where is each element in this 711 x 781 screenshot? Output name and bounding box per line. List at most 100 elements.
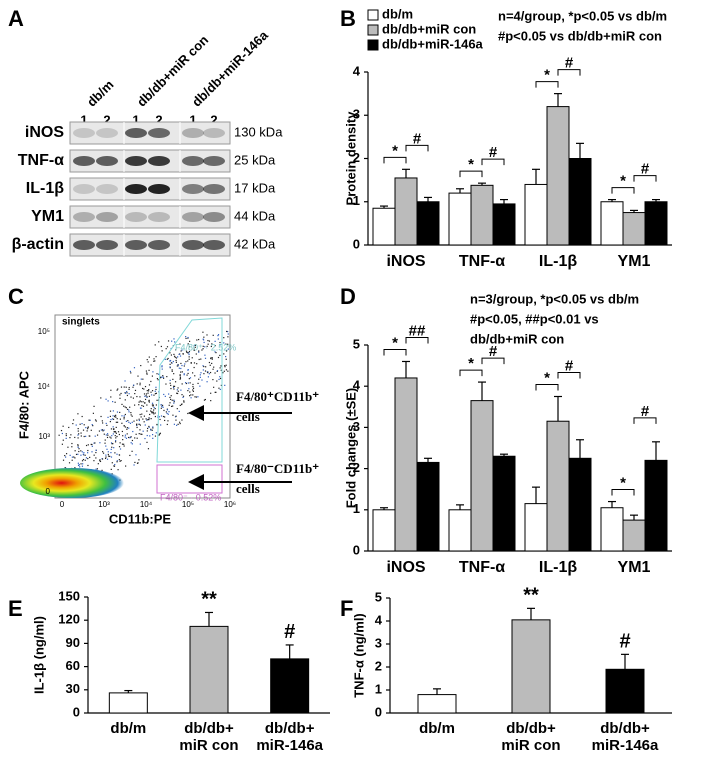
- flow-dot: [206, 334, 208, 336]
- flow-dot: [199, 376, 201, 378]
- flow-dot: [161, 350, 163, 352]
- significance-bracket: [481, 357, 505, 365]
- flow-dot: [180, 403, 183, 406]
- note: #p<0.05 vs db/db+miR con: [498, 28, 662, 43]
- bar: [448, 509, 472, 552]
- flow-dot: [109, 410, 112, 412]
- flow-dot: [169, 382, 171, 384]
- flow-dot: [175, 357, 178, 359]
- flow-dot: [212, 334, 214, 336]
- flow-dot: [155, 386, 157, 388]
- flow-dot: [146, 410, 148, 412]
- flow-dot: [140, 364, 142, 367]
- flow-dot: [162, 406, 164, 408]
- x-tick-label: miR-146a: [592, 737, 659, 754]
- band: [73, 128, 95, 138]
- bar: [372, 207, 396, 246]
- x-tick-label: 10⁵: [182, 500, 194, 509]
- gate: [156, 464, 223, 494]
- flow-dot: [68, 426, 70, 429]
- flow-dot: [166, 412, 168, 415]
- flow-dot: [179, 378, 181, 380]
- flow-dot: [214, 345, 216, 347]
- y-tick-label: 4: [353, 63, 361, 78]
- flow-dot: [124, 392, 127, 394]
- flow-dot: [154, 412, 156, 414]
- y-axis-label: Fold changes (±SE): [343, 388, 358, 509]
- lane-number: 1: [189, 112, 196, 127]
- flow-dot: [204, 398, 206, 401]
- flow-dot: [167, 357, 169, 360]
- legend-label: db/db+miR-146a: [382, 36, 484, 51]
- x-tick-label: iNOS: [386, 253, 425, 270]
- flow-dot: [129, 436, 132, 438]
- flow-dot: [219, 388, 221, 391]
- flow-dot: [160, 407, 162, 409]
- flow-dot: [174, 356, 176, 358]
- x-tick-label: 10³: [98, 500, 110, 509]
- flow-dot: [211, 343, 213, 345]
- flow-dot: [126, 390, 128, 393]
- flow-dot: [182, 395, 185, 397]
- bar: [546, 106, 570, 246]
- flow-dot: [151, 411, 153, 413]
- flow-dot: [84, 459, 86, 461]
- flow-dot: [179, 355, 182, 357]
- flow-dot: [144, 437, 146, 440]
- y-tick-label: 10⁵: [38, 327, 50, 336]
- flow-dot: [79, 423, 81, 425]
- flow-dot: [223, 342, 225, 344]
- flow-dot: [137, 375, 139, 377]
- flow-dot: [85, 435, 87, 437]
- lane-number: 1: [132, 112, 139, 127]
- flow-dot: [193, 366, 195, 369]
- x-tick-label: 10⁴: [140, 500, 153, 509]
- flow-dot: [132, 397, 134, 399]
- flow-dot: [176, 408, 178, 410]
- flow-dot: [218, 387, 220, 389]
- flow-dot: [166, 358, 168, 360]
- flow-dot: [215, 352, 217, 354]
- flow-dot: [161, 368, 163, 370]
- flow-dot: [217, 356, 220, 359]
- flow-dot: [218, 378, 220, 381]
- flow-dot: [204, 346, 206, 348]
- flow-dot: [193, 362, 196, 364]
- panel-label: E: [8, 596, 23, 621]
- flow-dot: [77, 437, 79, 439]
- y-tick-label: 5: [375, 589, 382, 604]
- y-tick-label: 2: [353, 460, 360, 475]
- flow-dot: [176, 392, 179, 395]
- flow-dot: [136, 424, 138, 426]
- band: [148, 212, 170, 222]
- flow-dot: [120, 392, 122, 395]
- flow-dot: [110, 448, 112, 450]
- flow-dot: [89, 456, 91, 459]
- flow-dot: [85, 427, 87, 429]
- flow-dot: [219, 341, 221, 344]
- gate-label: F4/80⁺ · 2.52%: [175, 342, 236, 352]
- flow-dot: [202, 345, 204, 347]
- flow-dot: [212, 378, 214, 381]
- flow-dot: [217, 338, 219, 340]
- flow-dot: [105, 398, 107, 400]
- flow-dot: [83, 424, 85, 426]
- flow-dot: [112, 400, 114, 403]
- band: [203, 156, 225, 166]
- flow-dot: [188, 356, 190, 358]
- flow-dot: [101, 422, 104, 424]
- flow-dot: [144, 395, 146, 397]
- flow-dot: [114, 452, 116, 454]
- flow-dot: [127, 419, 129, 422]
- flow-dot: [198, 351, 200, 353]
- significance-label: ##: [409, 322, 426, 339]
- flow-dot: [198, 350, 200, 352]
- flow-dot: [128, 388, 130, 391]
- flow-dot: [112, 418, 115, 420]
- flow-dot: [65, 453, 68, 455]
- flow-dot: [154, 393, 157, 395]
- flow-dot: [169, 366, 171, 368]
- significance-label: *: [468, 355, 474, 372]
- flow-dot: [74, 450, 76, 452]
- flow-dot: [209, 371, 212, 374]
